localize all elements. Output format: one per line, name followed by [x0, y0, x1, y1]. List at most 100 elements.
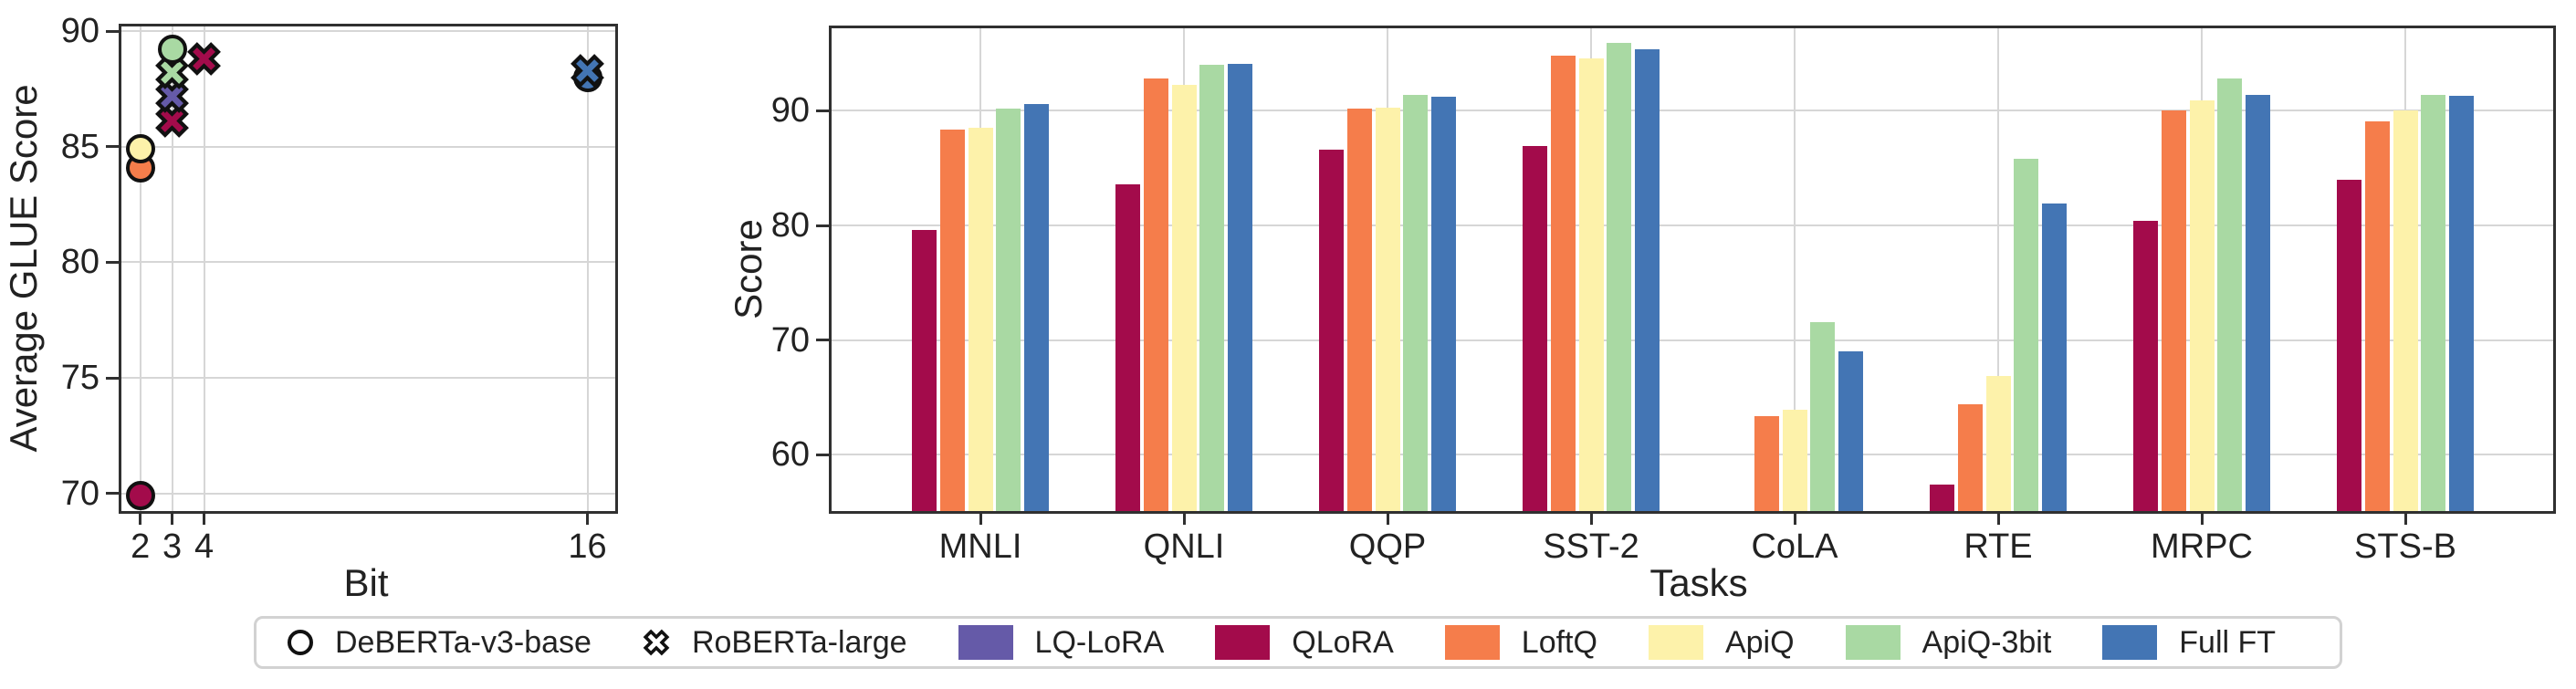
bar	[1522, 146, 1547, 511]
bar	[2014, 159, 2039, 511]
legend-label: ApiQ	[1724, 625, 1795, 660]
bar	[1957, 404, 1983, 511]
scatter-x-tick-label: 4	[194, 527, 215, 566]
scatter-gridline-vertical	[586, 26, 589, 511]
legend-label: RoBERTa-large	[691, 625, 907, 660]
legend-item-lq-lora: LQ-LoRA	[958, 625, 1164, 660]
bar-y-tick	[816, 224, 829, 227]
scatter-y-tick-label: 85	[60, 127, 99, 166]
scatter-y-tick	[106, 145, 119, 149]
bar	[1318, 150, 1344, 511]
legend-label: Full FT	[2179, 625, 2277, 660]
scatter-gridline-vertical	[171, 26, 173, 511]
legend-color-patch	[958, 625, 1013, 660]
bar	[1403, 94, 1429, 511]
legend-item-apiq: ApiQ	[1648, 625, 1795, 660]
bar-x-tick	[1182, 514, 1186, 525]
bar-x-tick	[1386, 514, 1389, 525]
scatter-gridline-horizontal	[121, 30, 615, 33]
bar	[911, 230, 937, 511]
bar-x-axis-label: Tasks	[1649, 561, 1748, 604]
bar	[1024, 103, 1050, 511]
scatter-plot-area: 90 85 80 75 70 2 3 4 16	[61, 14, 618, 564]
scatter-gridline-vertical	[139, 26, 141, 511]
bar-x-tick-label: QNLI	[1143, 527, 1225, 566]
bar	[2132, 221, 2158, 511]
legend-item-loftq: LoftQ	[1444, 625, 1597, 660]
scatter-gridline-horizontal	[121, 261, 615, 264]
bar	[2042, 204, 2068, 511]
legend-label: ApiQ-3bit	[1922, 625, 2052, 660]
bar	[1346, 108, 1372, 511]
bar-gridline-horizontal	[832, 454, 2553, 456]
bar	[1985, 375, 2011, 511]
bar-x-tick-label: RTE	[1963, 527, 2033, 566]
x-marker-icon	[186, 41, 222, 81]
bar	[1929, 485, 1954, 511]
scatter-x-tick-label: 3	[162, 527, 183, 566]
bar-y-tick	[816, 339, 829, 342]
bar	[996, 108, 1021, 511]
legend-label: QLoRA	[1292, 625, 1394, 660]
legend-color-patch	[1845, 625, 1901, 660]
bar-x-tick-label: QQP	[1348, 527, 1427, 566]
scatter-y-tick	[106, 260, 119, 264]
bar	[1143, 78, 1168, 511]
legend-item-full-ft: Full FT	[2102, 625, 2276, 660]
legend-item-deberta-v3-base: DeBERTa-v3-base	[288, 627, 592, 658]
bar	[1550, 56, 1576, 511]
bar	[1810, 321, 1836, 511]
x-marker-icon	[570, 53, 605, 93]
bar	[1171, 84, 1197, 511]
bar-gridline-horizontal	[832, 110, 2553, 112]
bar	[1754, 415, 1779, 511]
scatter-x-axis-label: Bit	[343, 561, 389, 604]
scatter-marker-circle	[157, 35, 187, 65]
bar	[1228, 63, 1253, 511]
x-marker-icon	[643, 629, 670, 656]
scatter-x-tick	[139, 514, 142, 525]
bar-y-tick-label: 70	[770, 320, 810, 360]
bar-gridline-vertical	[1997, 28, 1999, 511]
legend: DeBERTa-v3-base RoBERTa-large LQ-LoRA QLoRA…	[254, 616, 2342, 669]
scatter-gridline-horizontal	[121, 377, 615, 380]
bar-gridline-vertical	[1794, 28, 1796, 511]
scatter-x-tick-label: 16	[568, 527, 607, 566]
bar	[2336, 179, 2361, 511]
scatter-y-tick-label: 90	[60, 12, 99, 51]
scatter-x-tick	[203, 514, 206, 525]
bar-y-tick	[816, 109, 829, 112]
bar-y-tick	[816, 453, 829, 456]
bar	[939, 129, 965, 511]
bar	[1578, 57, 1604, 511]
bar	[2421, 94, 2446, 511]
scatter-gridline-horizontal	[121, 145, 615, 148]
scatter-x-tick	[171, 514, 174, 525]
legend-color-patch	[1648, 625, 1703, 660]
scatter-y-tick	[106, 29, 119, 33]
scatter-y-tick	[106, 376, 119, 380]
bar	[1838, 351, 1864, 511]
bar-y-tick-label: 80	[770, 206, 810, 245]
scatter-y-tick	[106, 492, 119, 496]
bar	[1375, 107, 1400, 511]
bar	[1607, 43, 1632, 511]
bar	[2449, 96, 2475, 511]
bar	[1431, 97, 1457, 511]
bar-x-tick-label: MRPC	[2151, 527, 2253, 566]
bar-y-tick-label: 60	[770, 435, 810, 475]
bar	[1115, 183, 1140, 511]
bar-x-tick	[2403, 514, 2407, 525]
bar-x-tick	[1793, 514, 1796, 525]
legend-item-apiq-3bit: ApiQ-3bit	[1845, 625, 2052, 660]
legend-color-patch	[2102, 625, 2158, 660]
legend-item-qlora: QLoRA	[1215, 625, 1394, 660]
bar-x-tick	[2200, 514, 2204, 525]
bar	[1782, 410, 1807, 511]
bar-x-tick-label: STS-B	[2354, 527, 2456, 566]
scatter-y-tick-label: 80	[60, 243, 99, 282]
bar-plot-area: 90 80 70 60 MNLI QNLI QQP SST-2 CoLA RTE MRPC STS-B	[771, 26, 2556, 564]
scatter-y-axis-label: Average GLUE Score	[2, 84, 45, 453]
scatter-x-tick-label: 2	[131, 527, 151, 566]
